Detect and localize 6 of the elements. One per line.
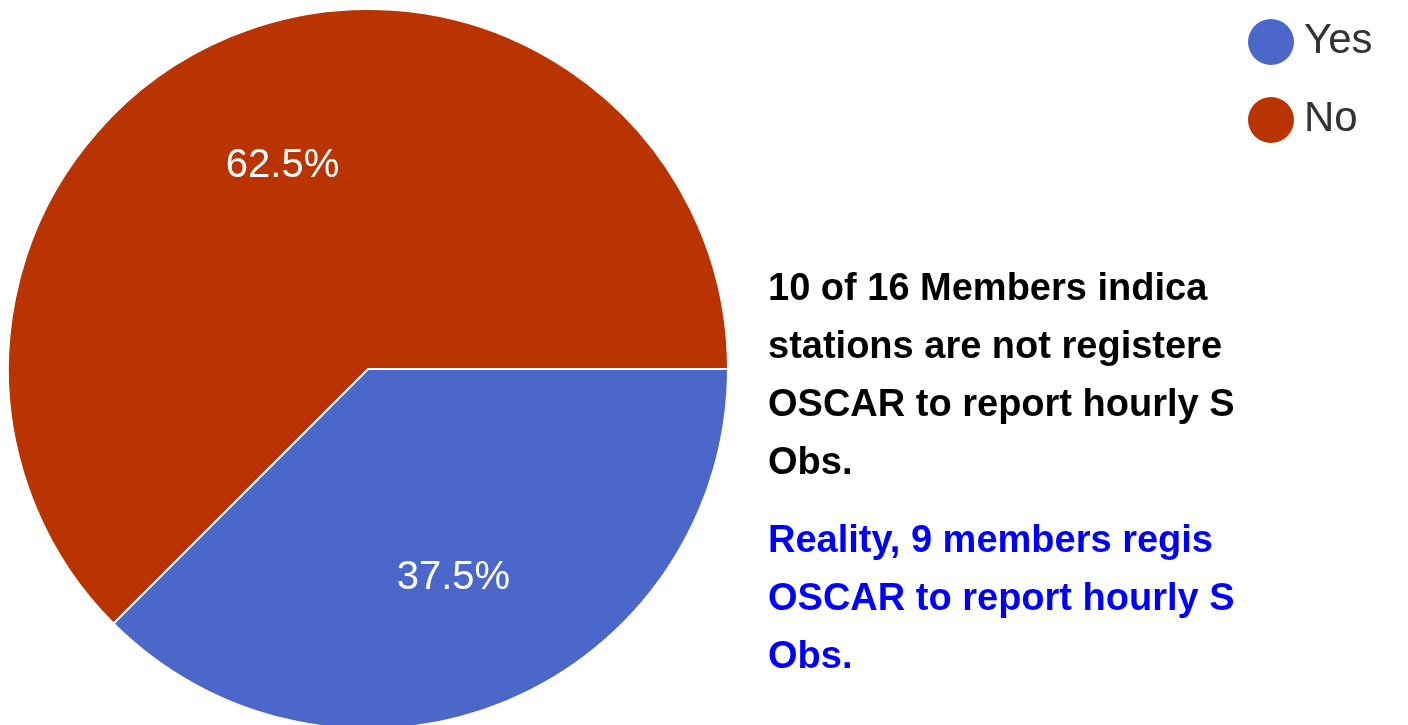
data-label: 37.5% xyxy=(396,553,511,598)
text: 10 of 16 Members indica stations are not registere OSCAR to report hourly S Obs. xyxy=(768,265,1236,484)
text: Reality, 9 members regis OSCAR to report hourly S Obs. xyxy=(768,517,1236,678)
legend-label: No xyxy=(1304,93,1358,140)
legend-label: Yes xyxy=(1304,15,1373,62)
data-label: 62.5% xyxy=(225,140,340,185)
